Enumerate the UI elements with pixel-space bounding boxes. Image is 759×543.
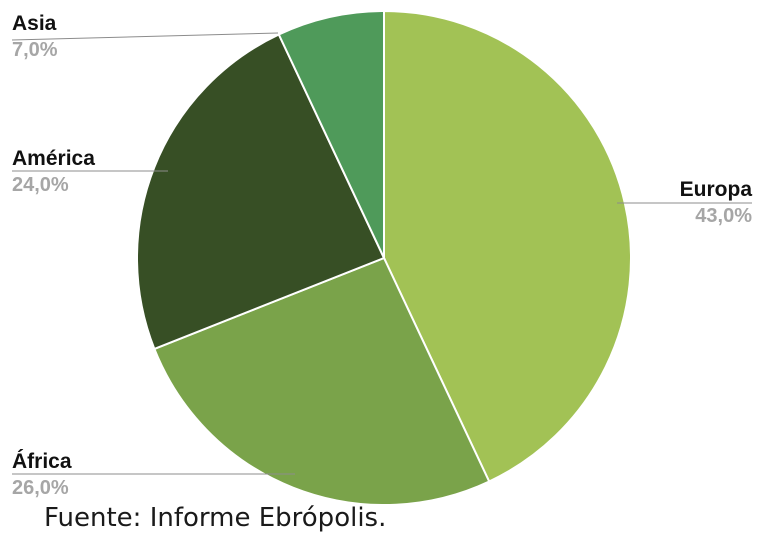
- slice-label-america: América: [12, 147, 95, 170]
- pie-slice-africa: [153, 256, 491, 506]
- leader-lines: [11, 32, 752, 475]
- slice-value-europa: 43,0%: [695, 205, 752, 227]
- pie-slice-asia: [277, 9, 385, 259]
- slice-value-america: 24,0%: [12, 174, 69, 196]
- slice-label-asia: Asia: [12, 12, 57, 35]
- slice-labels: Europa 43,0% África 26,0% América 24,0% Asia 7,…: [12, 12, 752, 499]
- leader-line-asia: [11, 32, 279, 41]
- pie-slices: [136, 9, 632, 506]
- slice-label-europa: Europa: [680, 178, 753, 201]
- slice-value-asia: 7,0%: [12, 39, 58, 61]
- source-note: Fuente: Informe Ebrópolis.: [44, 503, 387, 533]
- pie-slice-america: [136, 33, 386, 351]
- slice-label-africa: África: [12, 450, 72, 473]
- pie-slice-europa: [383, 9, 632, 483]
- slice-value-africa: 26,0%: [12, 477, 69, 499]
